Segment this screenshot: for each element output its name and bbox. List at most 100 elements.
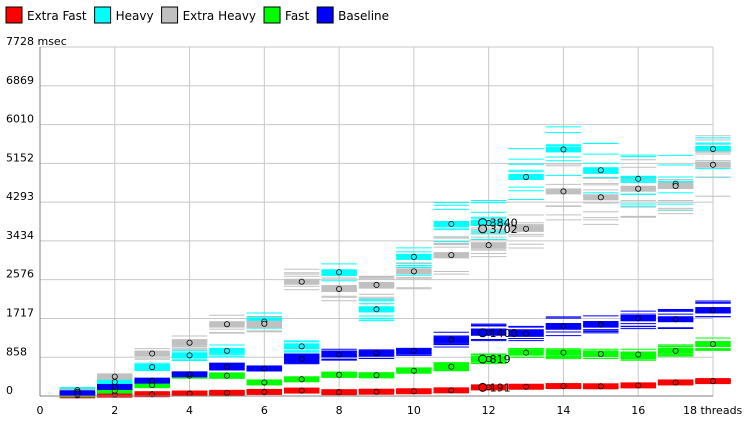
point-extra-fast (448, 387, 455, 394)
point-heavy (149, 364, 156, 371)
point-baseline (336, 351, 343, 358)
point-fast (336, 371, 343, 378)
x-tick-label: 14 (556, 404, 570, 417)
annotation-label: 191 (490, 381, 511, 394)
point-extra-fast (186, 390, 193, 397)
legend-label-heavy: Heavy (116, 9, 154, 23)
point-extra-fast (672, 379, 679, 386)
point-extra-fast (298, 387, 305, 394)
point-baseline (410, 347, 417, 354)
point-heavy (111, 379, 118, 386)
point-heavy (336, 269, 343, 276)
point-extra-heavy (336, 285, 343, 292)
point-extra-heavy (523, 225, 530, 232)
point-heavy (410, 253, 417, 260)
annotation-label: 819 (490, 353, 511, 366)
point-baseline (298, 355, 305, 362)
y-tick-label: 1717 (6, 306, 34, 319)
point-extra-fast (560, 383, 567, 390)
grid (39, 46, 714, 397)
point-heavy (710, 145, 717, 152)
x-tick-label: 6 (261, 404, 268, 417)
y-tick-label: 3434 (6, 229, 34, 242)
x-tick-label: 0 (37, 404, 44, 417)
point-heavy (298, 343, 305, 350)
point-baseline (710, 307, 717, 314)
point-fast (448, 363, 455, 370)
y-tick-label: 0 (6, 384, 13, 397)
annotation-label: 3840 (490, 217, 518, 230)
point-fast (410, 367, 417, 374)
point-baseline (111, 383, 118, 390)
point-baseline (74, 390, 81, 397)
point-baseline (560, 323, 567, 330)
y-tick-label: 858 (6, 345, 27, 358)
legend-label-extra-fast: Extra Fast (27, 9, 87, 23)
point-heavy (186, 352, 193, 359)
point-heavy (373, 306, 380, 313)
point-baseline (635, 315, 642, 322)
point-extra-heavy (560, 188, 567, 195)
y-tick-label: 4293 (6, 190, 34, 203)
y-tick-label: 6010 (6, 113, 34, 126)
series-points (74, 145, 717, 399)
annotation-marker (478, 354, 488, 364)
point-baseline (448, 336, 455, 343)
point-fast (597, 351, 604, 358)
point-fast (223, 372, 230, 379)
legend-label-extra-heavy: Extra Heavy (183, 9, 256, 23)
legend-swatch-extra-fast (5, 6, 23, 24)
x-tick-label: 2 (111, 404, 118, 417)
point-extra-fast (710, 378, 717, 385)
y-tick-label: 7728 msec (6, 35, 67, 48)
point-baseline (223, 363, 230, 370)
x-tick-label: 4 (186, 404, 193, 417)
point-heavy (448, 220, 455, 227)
point-extra-fast (597, 383, 604, 390)
point-extra-fast (149, 391, 156, 398)
y-tick-label: 5152 (6, 151, 34, 164)
point-extra-heavy (597, 194, 604, 201)
annotation-marker (478, 382, 488, 392)
point-extra-heavy (186, 339, 193, 346)
point-heavy (560, 146, 567, 153)
point-extra-heavy (223, 321, 230, 328)
point-fast (373, 372, 380, 379)
point-extra-fast (336, 389, 343, 396)
point-baseline (597, 321, 604, 328)
legend-swatch-fast (263, 6, 281, 24)
point-extra-fast (373, 388, 380, 395)
x-tick-label: 12 (482, 404, 496, 417)
point-fast (635, 351, 642, 358)
legend-swatch-extra-heavy (161, 6, 179, 24)
point-heavy (635, 175, 642, 182)
point-baseline (261, 365, 268, 372)
point-extra-heavy (373, 281, 380, 288)
x-tick-label: 16 (631, 404, 645, 417)
point-fast (710, 341, 717, 348)
point-fast (672, 347, 679, 354)
x-tick-label: 18 threads (683, 404, 743, 417)
x-tick-label: 10 (407, 404, 421, 417)
point-baseline (149, 377, 156, 384)
annotation-marker (478, 328, 488, 338)
point-extra-heavy (111, 373, 118, 380)
y-tick-label: 2576 (6, 268, 34, 281)
point-heavy (597, 167, 604, 174)
legend: Extra Fast Heavy Extra Heavy Fast Baseline (5, 6, 389, 24)
point-extra-heavy (485, 242, 492, 249)
x-tick-label: 8 (336, 404, 343, 417)
point-extra-fast (410, 388, 417, 395)
legend-swatch-heavy (94, 6, 112, 24)
point-extra-heavy (261, 320, 268, 327)
legend-label-fast: Fast (285, 9, 309, 23)
legend-swatch-baseline (316, 6, 334, 24)
point-baseline (186, 371, 193, 378)
point-extra-heavy (410, 268, 417, 275)
point-extra-heavy (298, 278, 305, 285)
point-heavy (223, 347, 230, 354)
point-extra-heavy (672, 183, 679, 190)
annotation-label: 3702 (490, 223, 518, 236)
point-fast (523, 349, 530, 356)
